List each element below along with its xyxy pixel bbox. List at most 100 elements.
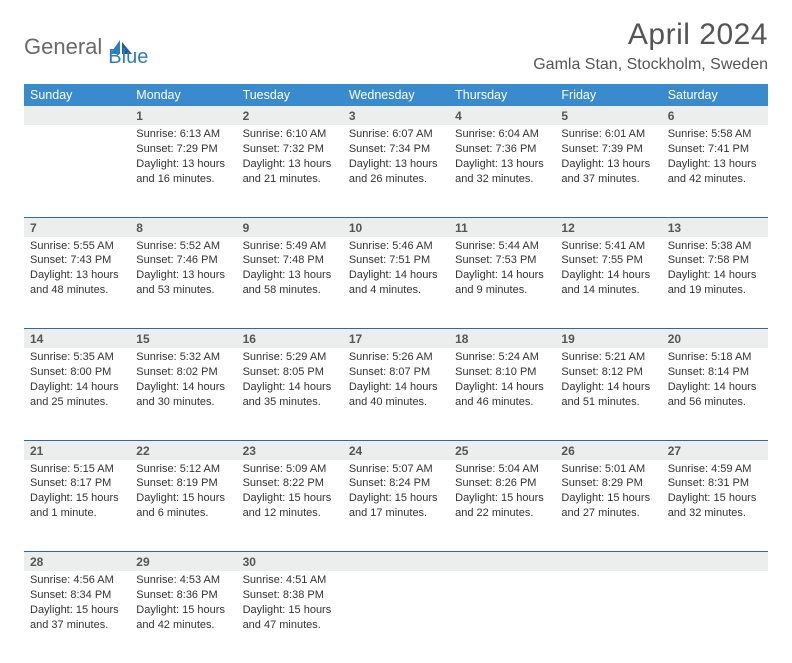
sunset-line: Sunset: 8:31 PM xyxy=(668,476,762,491)
day-cell: Sunrise: 4:56 AMSunset: 8:34 PMDaylight:… xyxy=(24,571,130,663)
sunrise-line: Sunrise: 5:21 AM xyxy=(561,350,655,365)
sunset-line: Sunset: 7:41 PM xyxy=(668,142,762,157)
sunset-line: Sunset: 8:22 PM xyxy=(243,476,337,491)
sunrise-line: Sunrise: 6:10 AM xyxy=(243,127,337,142)
day-number: 27 xyxy=(662,440,768,460)
day-cell: Sunrise: 5:29 AMSunset: 8:05 PMDaylight:… xyxy=(237,348,343,440)
day-number: 6 xyxy=(662,106,768,125)
weekday-header: Sunday xyxy=(24,84,130,106)
location: Gamla Stan, Stockholm, Sweden xyxy=(533,56,768,74)
day-number: 13 xyxy=(662,217,768,237)
day-number: 2 xyxy=(237,106,343,125)
day-cell: Sunrise: 5:26 AMSunset: 8:07 PMDaylight:… xyxy=(343,348,449,440)
sunset-line: Sunset: 7:46 PM xyxy=(136,253,230,268)
day-number: 22 xyxy=(130,440,236,460)
day-number: 24 xyxy=(343,440,449,460)
day-cell: Sunrise: 5:12 AMSunset: 8:19 PMDaylight:… xyxy=(130,460,236,552)
daylight-line: Daylight: 15 hours and 17 minutes. xyxy=(349,491,443,521)
weekday-header: Thursday xyxy=(449,84,555,106)
sunrise-line: Sunrise: 5:24 AM xyxy=(455,350,549,365)
day-cell: Sunrise: 5:44 AMSunset: 7:53 PMDaylight:… xyxy=(449,237,555,329)
calendar-table: Sunday Monday Tuesday Wednesday Thursday… xyxy=(24,84,768,663)
sunrise-line: Sunrise: 5:12 AM xyxy=(136,462,230,477)
day-cell xyxy=(343,571,449,663)
sunset-line: Sunset: 8:10 PM xyxy=(455,365,549,380)
day-number xyxy=(24,106,130,125)
daynum-row: 282930 xyxy=(24,552,768,572)
daynum-row: 14151617181920 xyxy=(24,329,768,349)
day-cell: Sunrise: 5:21 AMSunset: 8:12 PMDaylight:… xyxy=(555,348,661,440)
sunrise-line: Sunrise: 4:59 AM xyxy=(668,462,762,477)
sunrise-line: Sunrise: 5:32 AM xyxy=(136,350,230,365)
weekday-header-row: Sunday Monday Tuesday Wednesday Thursday… xyxy=(24,84,768,106)
daylight-line: Daylight: 14 hours and 19 minutes. xyxy=(668,268,762,298)
daylight-line: Daylight: 14 hours and 56 minutes. xyxy=(668,380,762,410)
day-number xyxy=(343,552,449,572)
sunrise-line: Sunrise: 6:01 AM xyxy=(561,127,655,142)
sunset-line: Sunset: 8:26 PM xyxy=(455,476,549,491)
daylight-line: Daylight: 13 hours and 58 minutes. xyxy=(243,268,337,298)
daylight-line: Daylight: 15 hours and 37 minutes. xyxy=(30,603,124,633)
sunset-line: Sunset: 7:34 PM xyxy=(349,142,443,157)
sunrise-line: Sunrise: 5:46 AM xyxy=(349,239,443,254)
day-number xyxy=(662,552,768,572)
sunset-line: Sunset: 8:24 PM xyxy=(349,476,443,491)
sunset-line: Sunset: 7:39 PM xyxy=(561,142,655,157)
day-cell: Sunrise: 4:59 AMSunset: 8:31 PMDaylight:… xyxy=(662,460,768,552)
day-cell: Sunrise: 6:10 AMSunset: 7:32 PMDaylight:… xyxy=(237,125,343,217)
sunset-line: Sunset: 8:19 PM xyxy=(136,476,230,491)
day-number: 16 xyxy=(237,329,343,349)
day-cell: Sunrise: 6:04 AMSunset: 7:36 PMDaylight:… xyxy=(449,125,555,217)
day-number: 30 xyxy=(237,552,343,572)
sunrise-line: Sunrise: 5:07 AM xyxy=(349,462,443,477)
day-cell: Sunrise: 5:58 AMSunset: 7:41 PMDaylight:… xyxy=(662,125,768,217)
day-number: 25 xyxy=(449,440,555,460)
sunrise-line: Sunrise: 6:04 AM xyxy=(455,127,549,142)
sunrise-line: Sunrise: 5:55 AM xyxy=(30,239,124,254)
day-cell xyxy=(662,571,768,663)
day-cell: Sunrise: 6:13 AMSunset: 7:29 PMDaylight:… xyxy=(130,125,236,217)
weekday-header: Saturday xyxy=(662,84,768,106)
day-number: 20 xyxy=(662,329,768,349)
day-cell xyxy=(24,125,130,217)
sunset-line: Sunset: 8:02 PM xyxy=(136,365,230,380)
daylight-line: Daylight: 14 hours and 40 minutes. xyxy=(349,380,443,410)
header: General Blue April 2024 Gamla Stan, Stoc… xyxy=(24,18,768,74)
weekday-header: Monday xyxy=(130,84,236,106)
sunset-line: Sunset: 8:17 PM xyxy=(30,476,124,491)
daylight-line: Daylight: 15 hours and 1 minute. xyxy=(30,491,124,521)
week-row: Sunrise: 5:55 AMSunset: 7:43 PMDaylight:… xyxy=(24,237,768,329)
sunrise-line: Sunrise: 5:26 AM xyxy=(349,350,443,365)
daylight-line: Daylight: 14 hours and 35 minutes. xyxy=(243,380,337,410)
sunrise-line: Sunrise: 5:29 AM xyxy=(243,350,337,365)
daylight-line: Daylight: 15 hours and 47 minutes. xyxy=(243,603,337,633)
sunset-line: Sunset: 7:53 PM xyxy=(455,253,549,268)
day-number: 26 xyxy=(555,440,661,460)
day-cell: Sunrise: 5:04 AMSunset: 8:26 PMDaylight:… xyxy=(449,460,555,552)
daynum-row: 78910111213 xyxy=(24,217,768,237)
day-cell: Sunrise: 5:24 AMSunset: 8:10 PMDaylight:… xyxy=(449,348,555,440)
sunset-line: Sunset: 8:12 PM xyxy=(561,365,655,380)
day-cell: Sunrise: 5:18 AMSunset: 8:14 PMDaylight:… xyxy=(662,348,768,440)
daylight-line: Daylight: 14 hours and 9 minutes. xyxy=(455,268,549,298)
day-cell: Sunrise: 5:07 AMSunset: 8:24 PMDaylight:… xyxy=(343,460,449,552)
sunrise-line: Sunrise: 6:13 AM xyxy=(136,127,230,142)
daynum-row: 21222324252627 xyxy=(24,440,768,460)
day-cell: Sunrise: 6:07 AMSunset: 7:34 PMDaylight:… xyxy=(343,125,449,217)
sunset-line: Sunset: 8:38 PM xyxy=(243,588,337,603)
daylight-line: Daylight: 15 hours and 12 minutes. xyxy=(243,491,337,521)
sunrise-line: Sunrise: 5:49 AM xyxy=(243,239,337,254)
week-row: Sunrise: 5:35 AMSunset: 8:00 PMDaylight:… xyxy=(24,348,768,440)
sunset-line: Sunset: 7:48 PM xyxy=(243,253,337,268)
weekday-header: Friday xyxy=(555,84,661,106)
day-number: 1 xyxy=(130,106,236,125)
day-number: 18 xyxy=(449,329,555,349)
day-number: 3 xyxy=(343,106,449,125)
sunrise-line: Sunrise: 4:51 AM xyxy=(243,573,337,588)
brand-part2: Blue xyxy=(108,46,148,69)
day-cell xyxy=(555,571,661,663)
daylight-line: Daylight: 14 hours and 4 minutes. xyxy=(349,268,443,298)
week-row: Sunrise: 4:56 AMSunset: 8:34 PMDaylight:… xyxy=(24,571,768,663)
day-number: 23 xyxy=(237,440,343,460)
sunrise-line: Sunrise: 6:07 AM xyxy=(349,127,443,142)
